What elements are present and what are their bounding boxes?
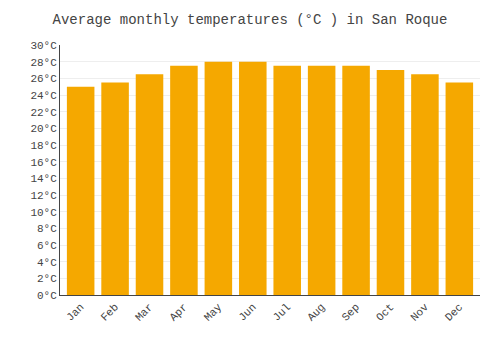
svg-text:18°C: 18°C <box>30 140 57 152</box>
svg-text:26°C: 26°C <box>30 73 57 85</box>
svg-text:16°C: 16°C <box>30 157 57 169</box>
svg-text:0°C: 0°C <box>37 290 57 302</box>
svg-text:Jul: Jul <box>271 301 293 323</box>
svg-text:20°C: 20°C <box>30 123 57 135</box>
svg-text:Average monthly temperatures (: Average monthly temperatures (°C ) in Sa… <box>53 12 448 28</box>
svg-text:Aug: Aug <box>305 301 327 323</box>
svg-text:Feb: Feb <box>99 301 121 323</box>
svg-text:Jun: Jun <box>236 301 258 323</box>
svg-text:30°C: 30°C <box>30 40 57 52</box>
svg-text:Mar: Mar <box>133 301 155 323</box>
svg-text:2°C: 2°C <box>37 273 57 285</box>
svg-text:12°C: 12°C <box>30 190 57 202</box>
svg-text:Nov: Nov <box>408 301 431 324</box>
svg-text:Oct: Oct <box>374 301 396 323</box>
svg-text:22°C: 22°C <box>30 107 57 119</box>
svg-text:6°C: 6°C <box>37 240 57 252</box>
svg-text:May: May <box>202 301 225 324</box>
svg-text:Dec: Dec <box>443 301 465 323</box>
svg-text:8°C: 8°C <box>37 223 57 235</box>
svg-text:Apr: Apr <box>167 301 189 323</box>
svg-text:Jan: Jan <box>64 301 86 323</box>
svg-text:4°C: 4°C <box>37 257 57 269</box>
svg-text:28°C: 28°C <box>30 57 57 69</box>
svg-text:Sep: Sep <box>340 301 362 323</box>
svg-text:14°C: 14°C <box>30 173 57 185</box>
svg-text:24°C: 24°C <box>30 90 57 102</box>
svg-text:10°C: 10°C <box>30 207 57 219</box>
